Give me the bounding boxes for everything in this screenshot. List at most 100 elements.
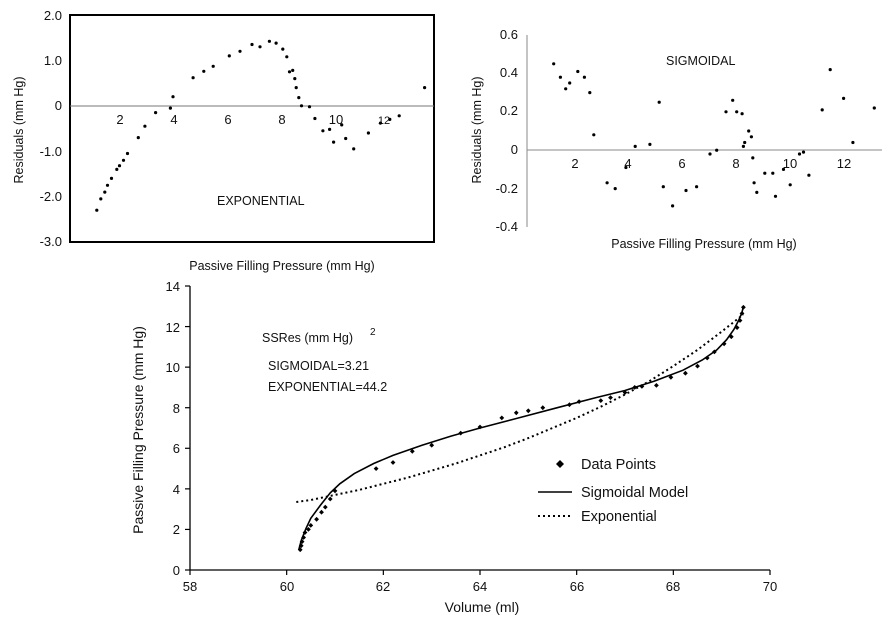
sigmoidal-residual-point bbox=[763, 171, 767, 175]
exponential-y-axis-label: Residuals (mm Hg) bbox=[12, 77, 26, 184]
exponential-residual-point bbox=[168, 106, 172, 110]
main-y-tick: 2 bbox=[173, 522, 180, 537]
sigmoidal-residual-point bbox=[851, 140, 855, 145]
main-x-tick: 66 bbox=[570, 579, 584, 594]
sigmoidal-residual-point bbox=[781, 167, 786, 171]
sigmoidal-residual-point bbox=[755, 190, 759, 194]
exponential-residual-point bbox=[299, 104, 304, 108]
exponential-x-tick-labels: 2 4 6 8 10 12 bbox=[116, 112, 390, 127]
data-point bbox=[327, 496, 333, 502]
data-point bbox=[683, 370, 688, 376]
exponential-points bbox=[95, 39, 427, 212]
sigmoidal-residual-point bbox=[740, 112, 744, 116]
data-point bbox=[390, 460, 396, 465]
data-point bbox=[608, 395, 613, 400]
main-x-tick: 64 bbox=[473, 579, 487, 594]
sigmoidal-residual-point bbox=[807, 173, 811, 177]
legend-data-points-label: Data Points bbox=[581, 457, 656, 473]
data-point bbox=[654, 383, 659, 388]
exponential-residual-point bbox=[103, 190, 107, 194]
sigmoidal-residual-point bbox=[695, 185, 699, 189]
exponential-residual-point bbox=[274, 41, 278, 45]
sigmoidal-y-tick: 0.2 bbox=[500, 103, 518, 118]
exponential-residual-point bbox=[143, 124, 147, 128]
exponential-residual-point bbox=[250, 42, 254, 47]
data-point bbox=[513, 410, 519, 416]
exponential-residual-point bbox=[344, 136, 348, 141]
main-x-tick: 62 bbox=[376, 579, 390, 594]
main-y-tick: 14 bbox=[166, 279, 180, 294]
exponential-x-tick: 2 bbox=[116, 112, 123, 127]
data-point bbox=[728, 334, 734, 340]
sigmoidal-x-tick: 12 bbox=[837, 156, 851, 171]
exponential-y-tick-labels: 2.0 1.0 0 -1.0 -2.0 -3.0 bbox=[40, 8, 62, 249]
pressure-volume-chart: 0 2 4 6 8 10 12 14 58 60 62 64 66 68 70 … bbox=[130, 279, 777, 615]
main-y-tick-marks bbox=[185, 285, 190, 571]
sigmoidal-x-tick-labels: 2 4 6 8 10 12 bbox=[571, 156, 851, 171]
exponential-residual-point bbox=[291, 68, 295, 72]
data-point bbox=[332, 488, 338, 494]
sigmoidal-residual-point bbox=[568, 81, 572, 85]
main-y-tick: 4 bbox=[173, 482, 180, 497]
data-point bbox=[721, 341, 727, 347]
data-point bbox=[308, 523, 314, 528]
sigmoidal-y-tick: 0.4 bbox=[500, 65, 518, 80]
sigmoidal-points bbox=[552, 62, 876, 208]
exponential-annotation: EXPONENTIAL bbox=[217, 194, 305, 208]
main-y-tick: 10 bbox=[166, 360, 180, 375]
sigmoidal-x-tick: 2 bbox=[571, 156, 578, 171]
main-x-tick: 68 bbox=[666, 579, 680, 594]
data-point bbox=[668, 374, 674, 380]
sigmoidal-annotation: SIGMOIDAL bbox=[666, 54, 736, 68]
main-y-tick: 0 bbox=[173, 563, 180, 578]
main-curves bbox=[296, 306, 745, 550]
exponential-y-tick: -2.0 bbox=[40, 189, 62, 204]
sigmoidal-x-axis-label: Passive Filling Pressure (mm Hg) bbox=[611, 237, 796, 251]
sigmoidal-residual-point bbox=[708, 152, 712, 156]
exponential-x-tick: 8 bbox=[278, 112, 285, 127]
sigmoidal-residual-point bbox=[657, 100, 661, 104]
main-x-tick-marks bbox=[189, 570, 771, 575]
data-point bbox=[297, 547, 303, 553]
data-point bbox=[739, 311, 745, 316]
exponential-residual-point bbox=[388, 117, 392, 121]
exponential-residual-point bbox=[321, 129, 325, 133]
sigmoidal-y-tick: -0.4 bbox=[496, 219, 518, 234]
data-point bbox=[373, 466, 379, 471]
exponential-residual-point bbox=[340, 123, 344, 127]
exponential-residual-point bbox=[287, 70, 292, 74]
sigmoidal-residual-point bbox=[773, 194, 778, 198]
exponential-y-tick: 2.0 bbox=[44, 8, 62, 23]
legend-data-points-marker bbox=[556, 460, 564, 468]
exponential-residual-point bbox=[99, 197, 103, 201]
exponential-x-tick: 12 bbox=[378, 115, 390, 127]
exponential-plot-frame bbox=[69, 14, 435, 243]
legend-sigmoidal-label: Sigmoidal Model bbox=[581, 485, 688, 501]
sigmoidal-residual-point bbox=[564, 87, 568, 91]
exponential-x-axis-label: Passive Filling Pressure (mm Hg) bbox=[189, 259, 374, 273]
data-point bbox=[695, 363, 700, 369]
data-point bbox=[477, 424, 483, 430]
exponential-residual-point bbox=[285, 55, 289, 59]
main-y-tick: 12 bbox=[166, 320, 180, 335]
data-point bbox=[499, 415, 505, 421]
data-point bbox=[299, 539, 305, 544]
sigmoidal-residual-point bbox=[661, 185, 665, 189]
sigmoidal-residual-point bbox=[724, 110, 728, 114]
sigmoidal-residual-point bbox=[605, 181, 609, 185]
data-point bbox=[409, 448, 415, 454]
exponential-residual-point bbox=[109, 176, 114, 180]
exponential-residual-point bbox=[154, 111, 158, 115]
ssres-title: SSRes (mm Hg) bbox=[262, 331, 353, 345]
sigmoidal-residual-point bbox=[752, 181, 756, 185]
data-point bbox=[567, 402, 572, 408]
exponential-residual-point bbox=[191, 76, 195, 80]
data-point bbox=[301, 535, 306, 540]
sigmoidal-x-tick: 4 bbox=[624, 156, 631, 171]
data-point bbox=[639, 384, 645, 389]
exponential-residuals-chart: 2.0 1.0 0 -1.0 -2.0 -3.0 2 4 6 8 10 12 E… bbox=[12, 8, 435, 273]
exponential-residual-point bbox=[267, 39, 271, 43]
data-point bbox=[540, 405, 546, 411]
sigmoidal-residual-point bbox=[872, 106, 876, 110]
sigmoidal-residual-point bbox=[558, 75, 563, 79]
